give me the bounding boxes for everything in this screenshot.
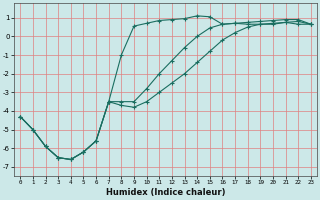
X-axis label: Humidex (Indice chaleur): Humidex (Indice chaleur) bbox=[106, 188, 225, 197]
